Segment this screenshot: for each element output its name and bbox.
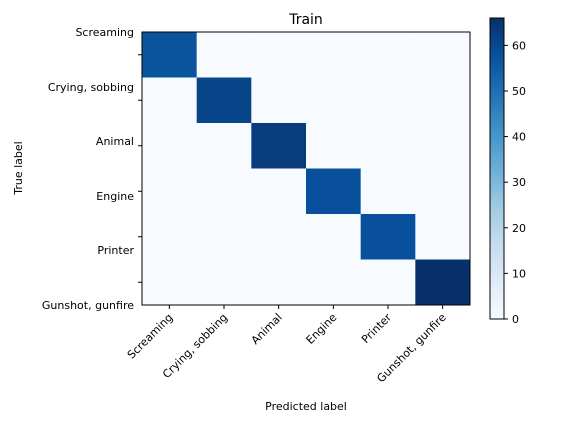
heatmap-cell [415, 259, 471, 306]
heatmap-cell [415, 77, 471, 124]
colorbar-tick-label: 40 [512, 131, 526, 144]
y-tick-label: Crying, sobbing [48, 81, 134, 94]
colorbar-tick-label: 50 [512, 85, 526, 98]
heatmap-cell [306, 32, 362, 78]
heatmap-cell [196, 214, 252, 260]
y-tick-label: Printer [97, 244, 134, 257]
heatmap-cell [251, 259, 307, 306]
colorbar-tick-label: 60 [512, 39, 526, 52]
colorbar-tick-label: 20 [512, 222, 526, 235]
heatmap-cell [415, 123, 471, 169]
colorbar-tick-label: 0 [512, 313, 519, 326]
heatmap-cell [196, 259, 252, 306]
heatmap-cell [360, 259, 416, 306]
y-tick-label: Engine [96, 190, 134, 203]
x-axis-label: Predicted label [265, 400, 347, 413]
heatmap-cell [196, 32, 252, 78]
plot-frame [141, 31, 471, 306]
x-tick-label: Printer [359, 311, 394, 346]
heatmap-cell [142, 168, 198, 215]
heatmap-cell [196, 77, 252, 124]
heatmap-cell [360, 123, 416, 169]
colorbar-tick-label: 30 [512, 176, 526, 189]
heatmap-cell [142, 214, 198, 260]
heatmap-cell [360, 32, 416, 78]
heatmap-cell [306, 259, 362, 306]
heatmap-cell [251, 168, 307, 215]
y-axis-label: True label [12, 141, 25, 195]
y-tick-label: Gunshot, gunfire [42, 299, 134, 312]
heatmap-cells [142, 32, 471, 306]
heatmap-cell [306, 123, 362, 169]
colorbar-ticks: 0 10 20 30 40 50 60 [504, 39, 526, 326]
heatmap-cell [415, 168, 471, 215]
y-tick-label: Animal [96, 135, 134, 148]
x-tick-label: Animal [249, 311, 285, 347]
heatmap-cell [251, 214, 307, 260]
heatmap-cell [196, 123, 252, 169]
heatmap-cell [306, 214, 362, 260]
heatmap-cell [142, 123, 198, 169]
heatmap-cell [142, 259, 198, 306]
heatmap-cell [142, 32, 198, 78]
heatmap-cell [251, 32, 307, 78]
heatmap-cell [415, 32, 471, 78]
chart-title: Train [288, 12, 323, 28]
y-axis-ticks: Screaming Crying, sobbing Animal Engine Prin… [42, 26, 142, 312]
x-tick-label: Screaming [125, 311, 176, 362]
x-tick-label: Engine [304, 311, 340, 347]
heatmap-cell [251, 123, 307, 169]
heatmap-cell [415, 214, 471, 260]
heatmap-cell [196, 168, 252, 215]
heatmap-cell [360, 77, 416, 124]
heatmap-cell [142, 77, 198, 124]
heatmap-cell [306, 77, 362, 124]
heatmap-cell [306, 168, 362, 215]
heatmap-cell [251, 77, 307, 124]
heatmap-cell [360, 214, 416, 260]
heatmap-cell [360, 168, 416, 215]
colorbar: 0 10 20 30 40 50 60 [489, 17, 526, 326]
y-tick-label: Screaming [75, 26, 134, 39]
colorbar-gradient [489, 17, 505, 320]
colorbar-tick-label: 10 [512, 267, 526, 280]
